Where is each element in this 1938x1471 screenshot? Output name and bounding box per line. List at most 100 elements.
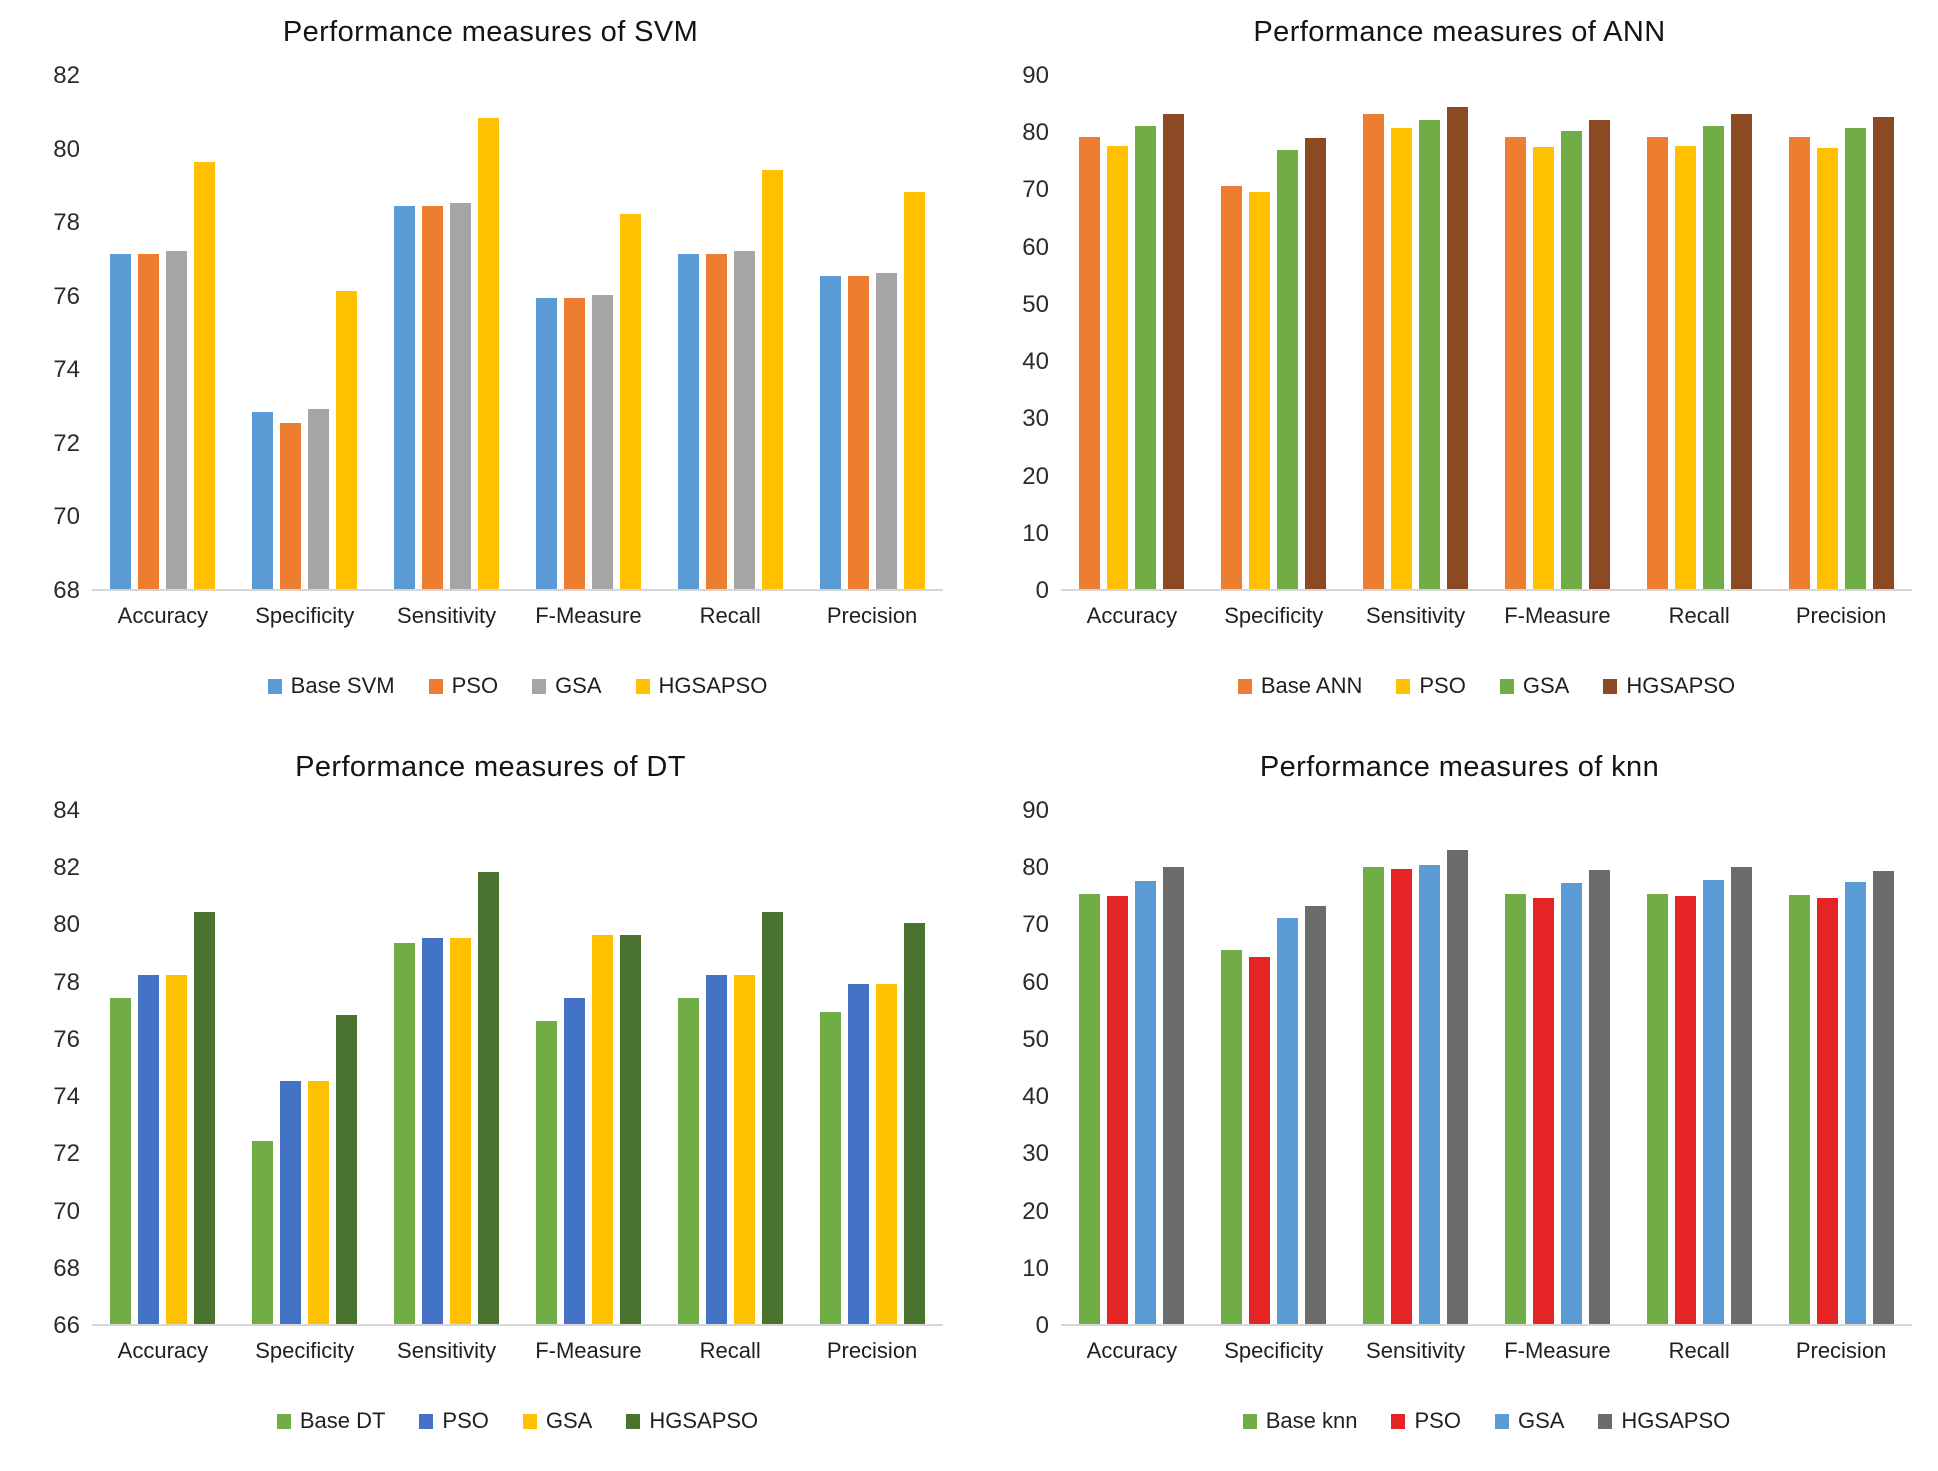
chart-title: Performance measures of SVM [282,16,699,48]
bar [1646,893,1668,1324]
bar [591,294,613,589]
bar [252,412,274,589]
bar [1788,895,1810,1324]
legend-label: Base SVM [290,673,395,698]
legend-swatch [635,678,650,694]
x-tick-label: Precision [826,603,918,628]
bar [478,118,500,589]
bar [1532,146,1554,589]
bar [1277,149,1299,589]
legend-item: PSO [1396,673,1466,699]
x-tick-label: Recall [1668,1338,1730,1363]
bar [394,943,416,1324]
bar [394,206,416,589]
y-tick-label: 74 [53,356,80,384]
legend-swatch [1391,1413,1406,1429]
y-tick-label: 76 [53,282,80,310]
bar-group [659,912,801,1324]
bar-group [1486,119,1628,589]
bar [1135,125,1157,589]
bar [1702,879,1724,1324]
legend-item: PSO [1391,1408,1461,1434]
y-tick-label: 40 [1022,348,1049,376]
y-tick-label: 70 [53,1197,80,1225]
bar [308,408,330,589]
legend-swatch [1494,1413,1509,1429]
bar [535,298,557,589]
bar [1674,145,1696,589]
bar-group [659,169,801,589]
bar-group [1345,850,1487,1324]
y-tick-label: 80 [1022,119,1049,147]
y-tick-label: 0 [1035,577,1049,604]
bar [110,254,132,589]
x-axis-labels: Accuracy Specificity Sensitivity F-Measure R… [92,1338,943,1364]
bar [619,213,641,589]
x-tick-label: Recall [1668,603,1730,628]
legend-item: PSO [428,673,498,699]
legend: Base ANN PSO GSA HGSAPSO [1061,673,1912,699]
x-tick-label: Specificity [1224,1338,1324,1363]
bar [1504,893,1526,1324]
bar [252,1140,274,1324]
bar [194,912,216,1324]
bar [422,206,444,589]
x-tick-label: Sensitivity [397,1338,497,1363]
y-tick-label: 82 [53,62,80,89]
bar [1079,136,1101,589]
bar [422,937,444,1324]
bar [903,923,925,1324]
legend-item: HGSAPSO [1603,673,1735,699]
bar-group [1061,867,1203,1324]
y-tick-label: 50 [1022,290,1049,318]
bar [563,997,585,1324]
x-tick-label: Accuracy [117,1338,209,1363]
x-tick-label: Recall [699,603,761,628]
chart-svm: Performance measures of SVM 82 80 78 76 74 72… [0,0,969,735]
legend-swatch [1242,1413,1257,1429]
bar [138,974,160,1324]
bar-group [1628,866,1770,1324]
legend-swatch [267,678,282,694]
legend: Base SVM PSO GSA HGSAPSO [92,673,943,699]
bar [138,254,160,589]
bar-group [92,162,234,589]
x-axis-labels: Accuracy Specificity Sensitivity F-Measure R… [1061,603,1912,629]
bar [1872,116,1894,589]
y-tick-label: 78 [53,968,80,996]
x-tick-label: Precision [1795,1338,1887,1363]
chart-dt: Performance measures of DT 84 82 80 78 76 74 7… [0,735,969,1471]
bar [1504,136,1526,589]
bar [1249,956,1271,1324]
legend-label: HGSAPSO [1626,673,1736,698]
bar [1702,125,1724,589]
bar [535,1020,557,1324]
bar [336,1015,358,1324]
legend-label: Base DT [299,1408,386,1433]
legend-swatch [428,678,443,694]
bar-group [801,191,943,589]
legend-swatch [626,1413,641,1429]
bar [1447,850,1469,1324]
y-axis: 90 80 70 60 50 40 30 20 10 0 [1007,797,1061,1339]
bar [450,937,472,1324]
legend-label: HGSAPSO [1621,1408,1731,1433]
bar [1560,131,1582,589]
bar [1730,114,1752,589]
bar-group [1486,869,1628,1324]
bar [761,912,783,1324]
legend-label: GSA [545,1408,593,1433]
legend-item: GSA [532,673,602,699]
chart-title: Performance measures of ANN [1253,16,1666,48]
chart-title: Performance measures of knn [1259,751,1660,783]
x-tick-label: Precision [826,1338,918,1363]
y-axis: 84 82 80 78 76 74 72 70 68 66 [38,797,92,1339]
bar [619,934,641,1324]
bar [1844,128,1866,589]
x-tick-label: Accuracy [1086,1338,1178,1363]
plot-area [92,811,943,1326]
legend-item: Base DT [276,1408,386,1434]
bar-group [1345,106,1487,589]
bar [1872,871,1894,1324]
y-tick-label: 90 [1022,62,1049,89]
